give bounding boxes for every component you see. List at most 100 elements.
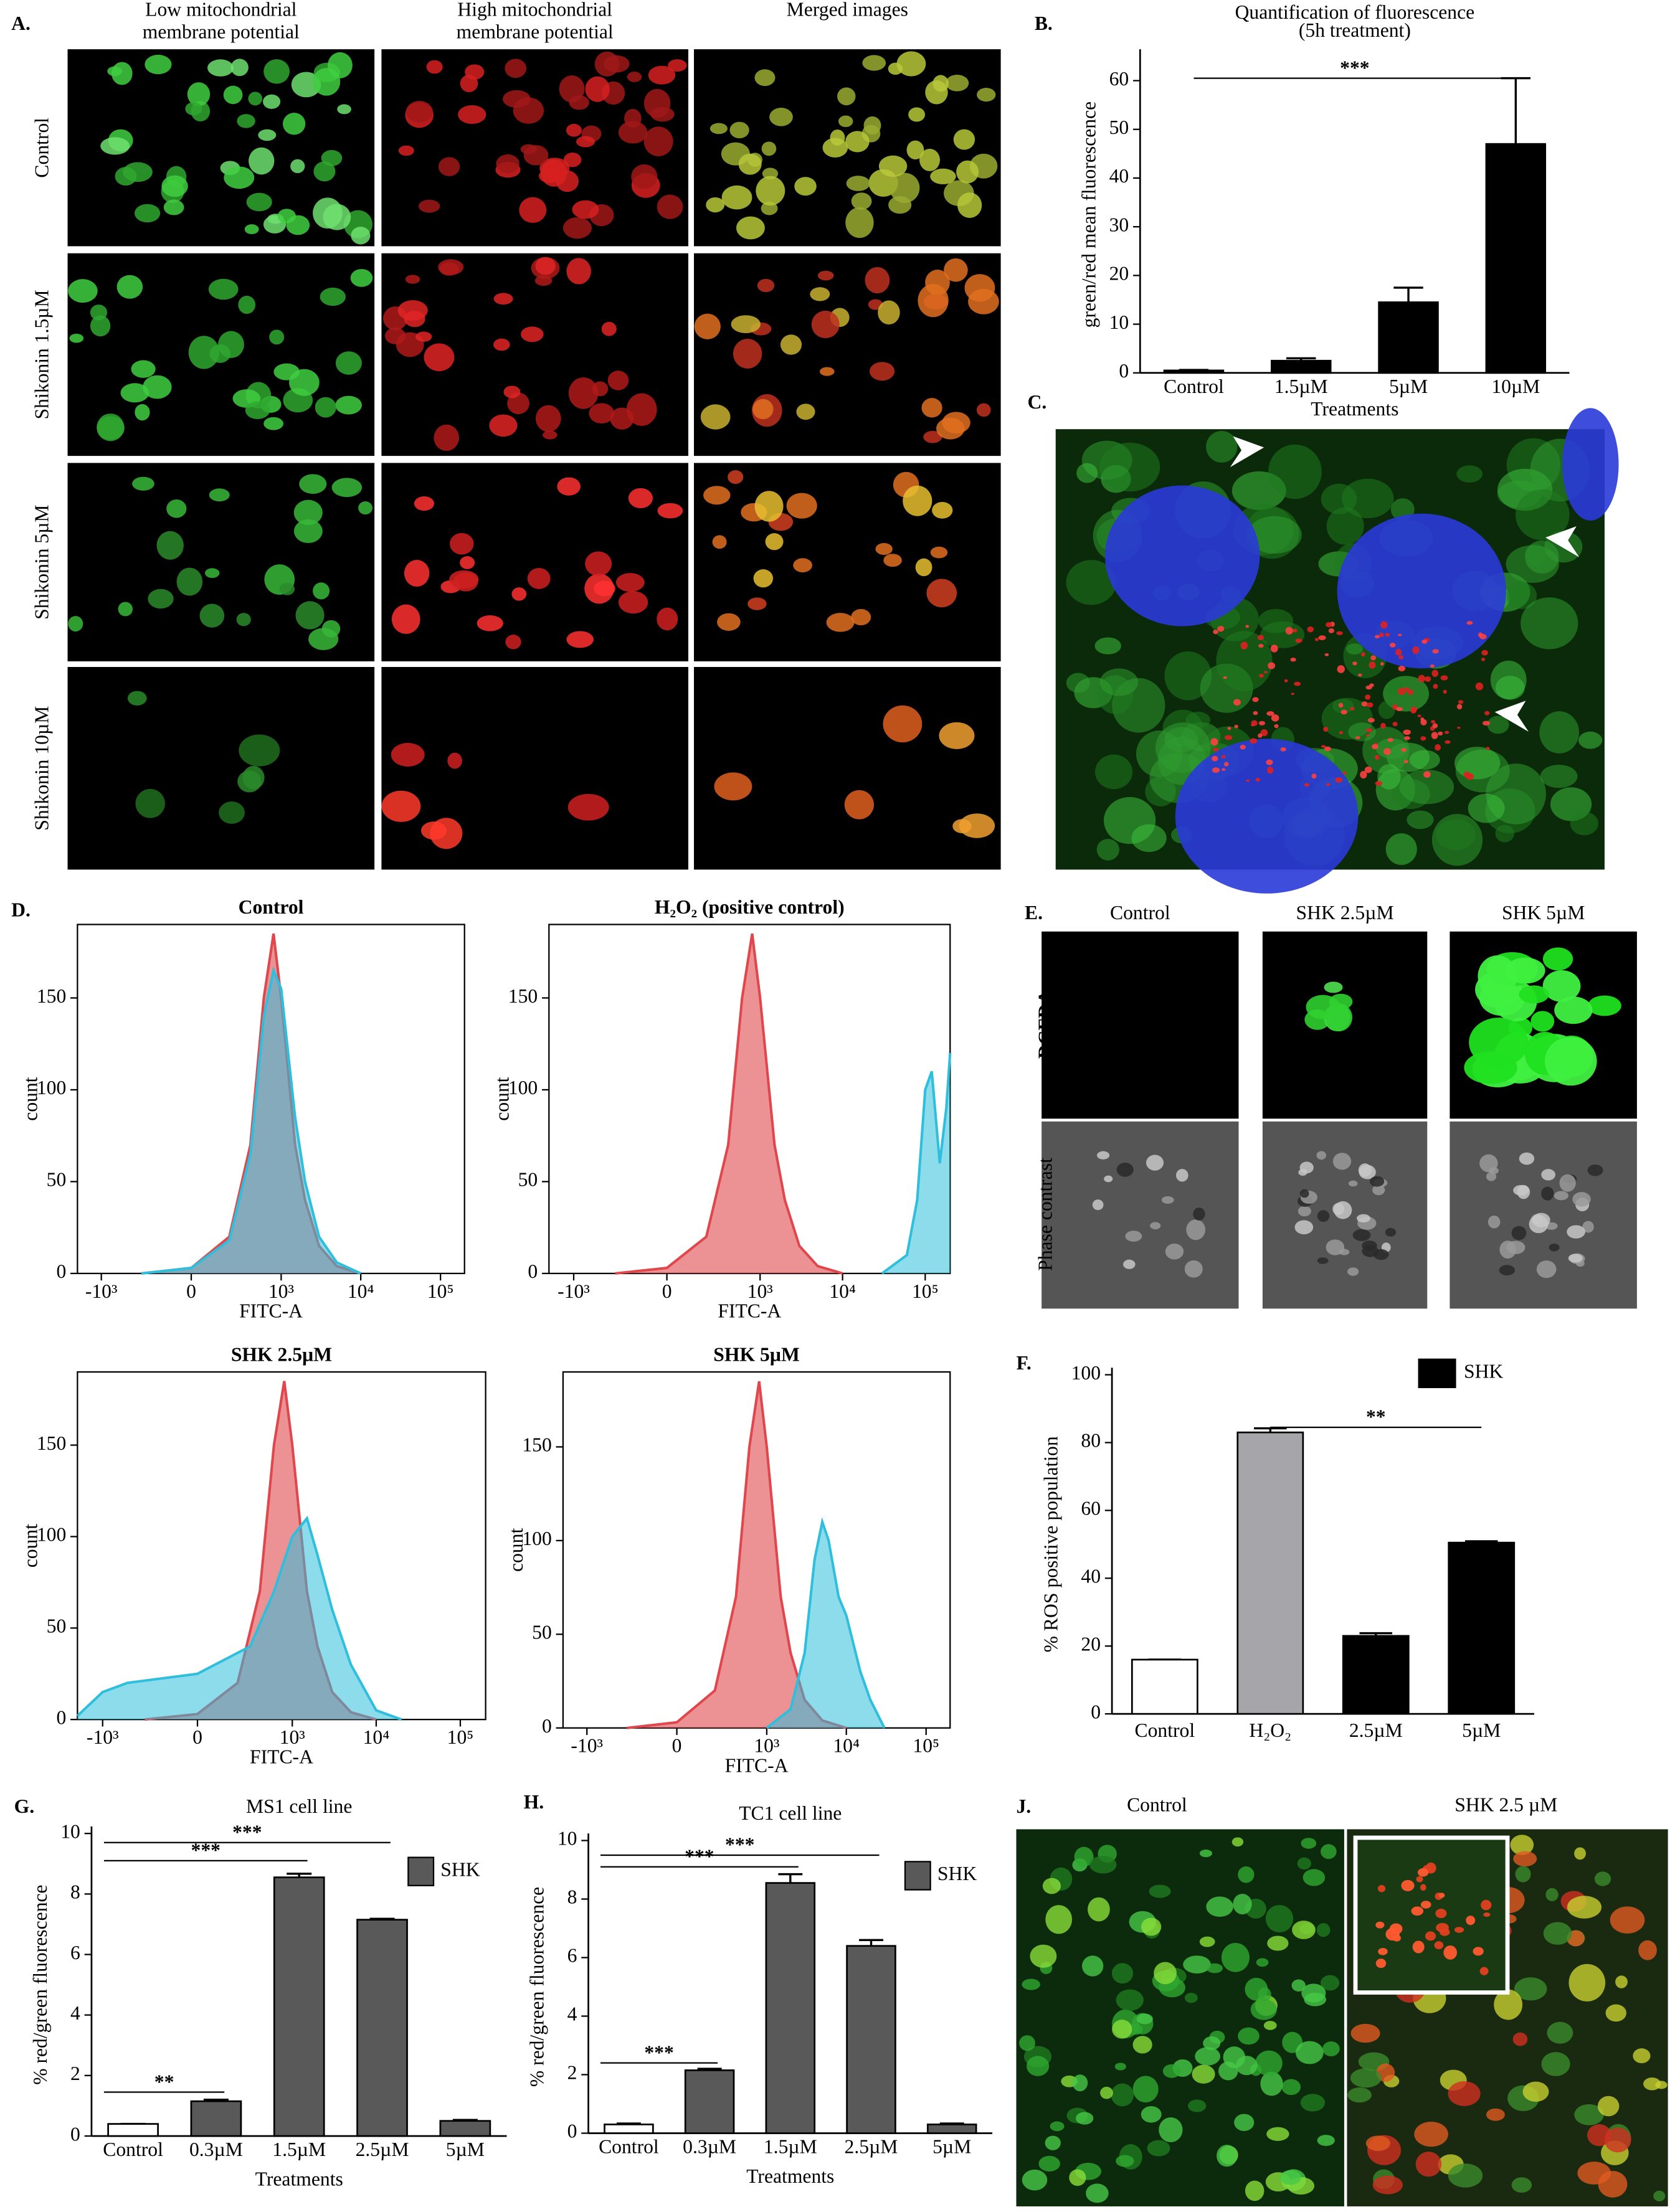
cell [1409, 750, 1440, 770]
cell [1541, 2052, 1570, 2076]
cell [1316, 1923, 1331, 1937]
cell [903, 485, 932, 516]
cell [1159, 2117, 1183, 2143]
x-tick-label: 10⁴ [833, 1735, 860, 1757]
cell [1482, 721, 1491, 726]
cell [503, 90, 531, 108]
cell [1387, 738, 1393, 742]
nucleus [1562, 408, 1619, 521]
cell [1285, 626, 1293, 635]
cell [1184, 1992, 1198, 2003]
x-axis-label: Treatments [255, 2168, 343, 2190]
cell [1350, 707, 1355, 711]
cell [223, 85, 243, 105]
cell [1464, 1051, 1517, 1084]
cell [1342, 771, 1347, 775]
cell [906, 140, 924, 159]
cell [187, 82, 211, 106]
cell [358, 501, 372, 515]
bar [356, 1919, 408, 2137]
bar [190, 2100, 242, 2137]
cell [489, 414, 518, 437]
y-tick-label: 50 [47, 1169, 67, 1191]
cell [1116, 2155, 1134, 2167]
cell [1086, 2183, 1109, 2203]
cell [1490, 660, 1527, 699]
cell [1380, 722, 1386, 729]
cell [1513, 1184, 1529, 1196]
cell [1479, 1154, 1498, 1173]
x-tick-label: 10⁴ [363, 1726, 390, 1748]
y-tick-label: 0 [542, 1715, 552, 1737]
y-tick-label: 100 [522, 1528, 551, 1549]
cell [68, 616, 83, 632]
cell [1364, 766, 1372, 773]
cell [460, 74, 478, 93]
y-tick-label: 100 [37, 1524, 66, 1546]
cell [863, 116, 881, 135]
cell [1260, 729, 1268, 737]
cell [1293, 628, 1298, 633]
cell [1417, 714, 1421, 717]
cell [810, 287, 830, 301]
bar [765, 1882, 816, 2134]
cell [1066, 560, 1117, 605]
arrowhead [1545, 526, 1580, 557]
cell [1199, 1849, 1213, 1858]
cell [1094, 637, 1121, 655]
cell [1456, 465, 1483, 483]
nucleus [1104, 485, 1260, 626]
cell [1164, 651, 1212, 701]
micrograph [381, 667, 688, 870]
cell [1375, 1959, 1387, 1969]
cell [1294, 681, 1301, 686]
cell [238, 295, 256, 314]
y-tick-label: 100 [1071, 1362, 1101, 1384]
y-tick-label: 40 [1109, 165, 1129, 187]
cell [1375, 781, 1383, 786]
cell [936, 417, 965, 440]
legend-label: SHK [1464, 1361, 1503, 1382]
cell [1030, 1944, 1057, 1968]
cell [1380, 662, 1384, 666]
cell [1468, 793, 1505, 823]
cell [148, 588, 174, 609]
cell [1567, 1225, 1585, 1239]
cell [1290, 658, 1296, 662]
cell [1577, 2162, 1611, 2185]
cell [505, 635, 521, 650]
cell [1253, 711, 1258, 716]
cell [1326, 783, 1331, 787]
cell [890, 173, 920, 204]
cell [869, 362, 895, 381]
cell [1292, 1921, 1316, 1939]
y-tick-label: 100 [508, 1077, 538, 1099]
cell [1365, 2135, 1391, 2152]
cell [1318, 635, 1326, 640]
cell [477, 615, 503, 631]
cell [1499, 1265, 1516, 1276]
cell [568, 377, 599, 409]
cell [1356, 1214, 1370, 1223]
cell [826, 613, 855, 632]
cell [1258, 733, 1263, 738]
cell [1258, 608, 1294, 633]
cell [1529, 1215, 1549, 1234]
cell [601, 321, 617, 336]
chart-title: SHK 5µM [713, 1343, 800, 1365]
cell [535, 257, 556, 275]
cell [717, 613, 741, 631]
cell [543, 430, 558, 440]
cell [1398, 665, 1406, 672]
cell [1495, 825, 1514, 843]
cell [1410, 707, 1416, 714]
cell [603, 55, 630, 73]
x-tick-label: Control [599, 2136, 659, 2158]
cell [1377, 1884, 1386, 1893]
cell [1541, 1186, 1554, 1201]
cell [1072, 2074, 1088, 2092]
cell [1487, 716, 1509, 734]
cell [1234, 724, 1238, 729]
cell [1094, 754, 1133, 790]
bar [1448, 1541, 1516, 1715]
